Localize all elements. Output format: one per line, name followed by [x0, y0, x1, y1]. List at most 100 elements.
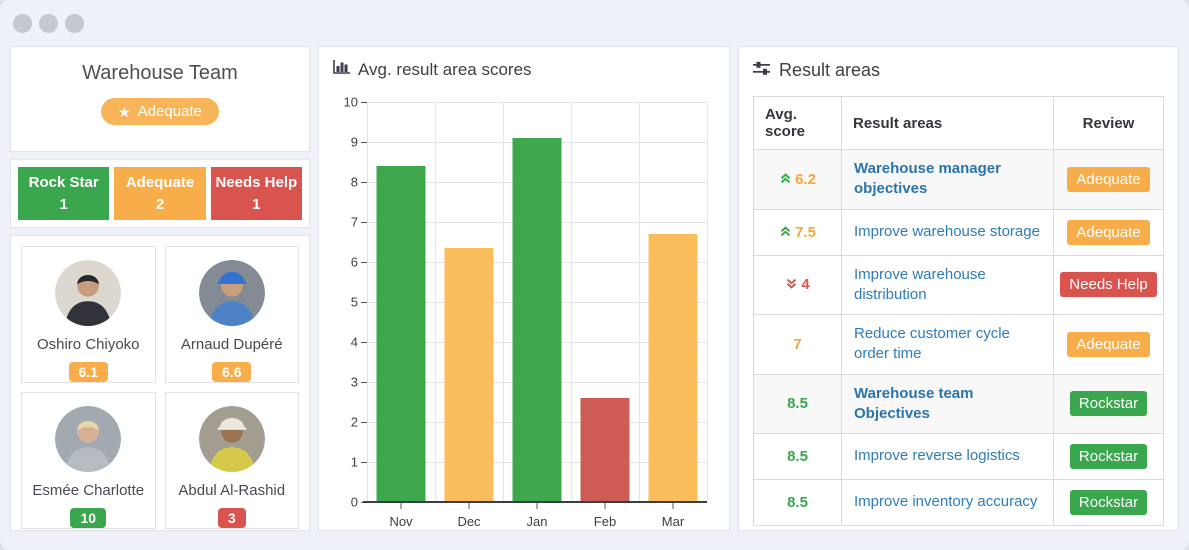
sliders-icon [753, 60, 771, 81]
review-cell: Adequate [1053, 208, 1164, 256]
window-control-dot[interactable] [13, 13, 32, 33]
bar-jan[interactable] [512, 138, 562, 502]
x-axis-tick-label: Dec [457, 514, 481, 529]
avg-score-value: 8.5 [787, 395, 808, 413]
member-card-abdul-al-rashid[interactable]: Abdul Al-Rashid 3 [164, 392, 299, 529]
review-cell: Needs Help [1053, 254, 1164, 315]
dashboard-content: Warehouse Team ★ Adequate Rock Star 1 Adeq… [0, 46, 1189, 531]
y-axis-tick [361, 262, 367, 263]
review-status-badge: Needs Help [1060, 272, 1157, 298]
chart-plot-area: 0 1 2 3 4 5 6 7 8 9 10 Nov Dec Jan Feb Mar [344, 95, 708, 529]
member-score-badge: 3 [217, 508, 246, 528]
result-area-link[interactable]: Reduce customer cycle order time [854, 325, 1010, 363]
result-area-row-reduce-customer-cycle-order-time: 7 Reduce customer cycle order time Adequat… [753, 314, 1164, 375]
x-axis-line [363, 501, 707, 503]
y-axis-tick-label: 8 [350, 174, 358, 190]
gridline [503, 102, 504, 502]
member-card-esm-e-charlotte[interactable]: Esmée Charlotte 10 [21, 392, 156, 529]
y-axis-tick-label: 2 [350, 414, 358, 430]
bar-feb[interactable] [580, 398, 630, 502]
team-title: Warehouse Team [82, 62, 238, 84]
y-axis-tick [361, 102, 367, 103]
result-area-link[interactable]: Improve inventory accuracy [854, 493, 1038, 511]
bar-nov[interactable] [376, 166, 426, 502]
summary-button-rock-star[interactable]: Rock Star 1 [18, 167, 110, 220]
result-area-row-improve-reverse-logistics: 8.5 Improve reverse logistics Rockstar [753, 433, 1164, 480]
bar-dec[interactable] [444, 248, 494, 502]
avg-score-cell: 4 [753, 254, 842, 315]
review-cell: Rockstar [1053, 479, 1164, 526]
bar-chart-icon [333, 60, 350, 80]
chevron-double-down-icon [785, 276, 801, 293]
review-cell: Rockstar [1053, 433, 1164, 480]
result-area-row-improve-inventory-accuracy: 8.5 Improve inventory accuracy Rockstar [753, 479, 1164, 526]
gridline [367, 102, 707, 103]
y-axis-tick-label: 5 [350, 294, 358, 310]
result-area-link[interactable]: Warehouse team Objectives [854, 384, 974, 422]
result-areas-table-body: 6.2 Warehouse manager objectives Adequate 7… [753, 149, 1164, 526]
result-area-cell: Improve warehouse distribution [841, 254, 1054, 315]
y-axis-tick [361, 462, 367, 463]
x-axis-tick [536, 503, 538, 509]
review-status-badge: Rockstar [1069, 490, 1148, 515]
gridline [367, 102, 368, 502]
y-axis-tick-label: 9 [350, 134, 358, 150]
bar-mar[interactable] [648, 234, 698, 502]
avatar [55, 260, 122, 326]
x-axis-tick-label: Mar [661, 514, 685, 529]
result-area-cell: Improve inventory accuracy [841, 479, 1054, 526]
chart-panel-title: Avg. result area scores [358, 60, 532, 79]
window-control-dot[interactable] [39, 13, 58, 33]
result-area-cell: Improve reverse logistics [841, 433, 1054, 480]
chevron-double-up-icon [779, 224, 795, 241]
y-axis-tick [361, 422, 367, 423]
team-members-grid: Oshiro Chiyoko 6.1 Arnaud Dupéré 6.6 Esmée C… [10, 235, 310, 531]
avg-score-value: 8.5 [787, 448, 808, 465]
result-areas-panel: Result areas Avg. score Result areas Rev… [738, 46, 1179, 531]
table-header-row: Avg. score Result areas Review [753, 96, 1164, 150]
x-axis-tick-label: Jan [526, 514, 548, 529]
member-score-badge: 6.1 [68, 362, 108, 382]
result-area-link[interactable]: Improve warehouse distribution [854, 265, 986, 303]
avg-score-cell: 6.2 [753, 149, 842, 210]
result-area-link[interactable]: Improve reverse logistics [854, 447, 1020, 465]
review-status-badge: Adequate [1067, 166, 1150, 192]
avg-score-cell: 8.5 [753, 433, 842, 480]
summary-button-label: Adequate [125, 173, 195, 191]
review-status-badge: Rockstar [1069, 391, 1148, 417]
y-axis-tick-label: 1 [350, 454, 358, 470]
y-axis-tick [361, 302, 367, 303]
y-axis-tick-label: 7 [350, 214, 358, 230]
summary-button-count: 1 [252, 195, 261, 213]
header-avg-score: Avg. score [753, 96, 842, 150]
result-area-cell: Warehouse team Objectives [841, 373, 1054, 434]
avg-score-cell: 8.5 [753, 373, 842, 434]
member-name: Abdul Al-Rashid [178, 482, 286, 499]
summary-buttons: Rock Star 1 Adequate 2 Needs Help 1 [10, 159, 310, 228]
window-bar [0, 0, 1189, 46]
review-status-badge: Adequate [1067, 331, 1150, 357]
y-axis-tick-label: 6 [350, 254, 358, 270]
avatar [198, 406, 265, 472]
team-overall-status-badge: ★ Adequate [101, 98, 219, 125]
summary-button-label: Rock Star [28, 173, 99, 191]
y-axis-tick-label: 3 [350, 374, 358, 390]
y-axis-tick [361, 222, 367, 223]
member-card-arnaud-dup-r[interactable]: Arnaud Dupéré 6.6 [164, 246, 299, 383]
y-axis-tick [361, 182, 367, 183]
member-score-badge: 6.6 [212, 362, 252, 382]
member-card-oshiro-chiyoko[interactable]: Oshiro Chiyoko 6.1 [21, 246, 156, 383]
result-area-link[interactable]: Improve warehouse storage [854, 222, 1040, 240]
review-cell: Adequate [1053, 149, 1164, 210]
review-status-badge: Rockstar [1069, 444, 1148, 469]
result-area-cell: Reduce customer cycle order time [841, 314, 1054, 375]
avg-score-value: 7 [793, 335, 802, 353]
y-axis-tick-label: 10 [343, 94, 358, 110]
result-area-link[interactable]: Warehouse manager objectives [854, 160, 1001, 198]
team-overall-status-label: Adequate [137, 103, 202, 120]
summary-button-adequate[interactable]: Adequate 2 [114, 167, 206, 220]
summary-button-needs-help[interactable]: Needs Help 1 [210, 167, 302, 220]
window-control-dot[interactable] [65, 13, 84, 33]
team-header-panel: Warehouse Team ★ Adequate [10, 46, 310, 152]
